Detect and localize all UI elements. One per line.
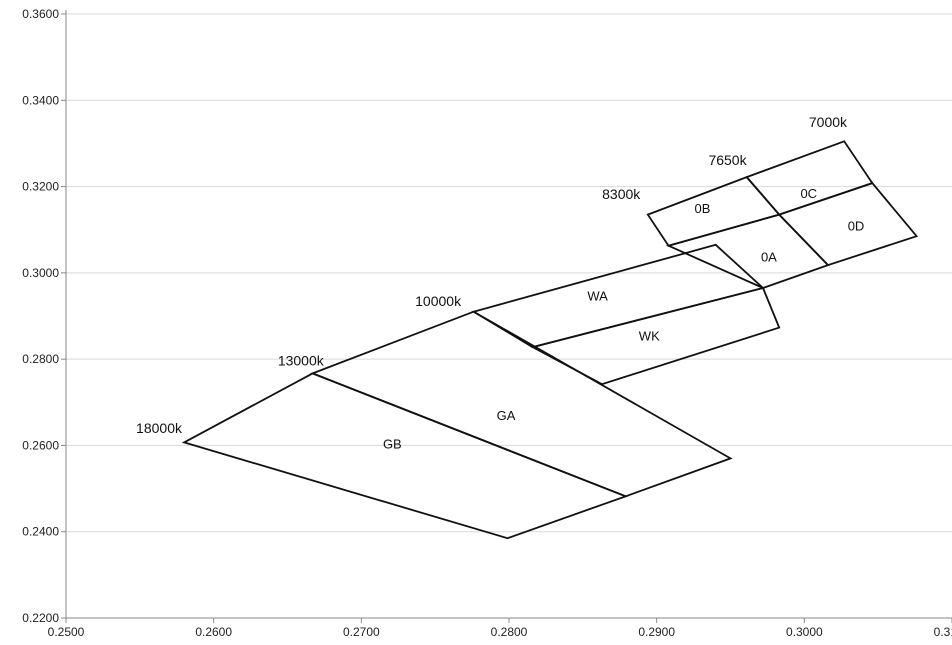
y-tick-label: 0.2800 bbox=[22, 352, 59, 366]
x-tick-label: 0.3000 bbox=[786, 625, 823, 639]
temperature-label: 10000k bbox=[415, 293, 462, 309]
y-tick-label: 0.2400 bbox=[22, 525, 59, 539]
tick-labels: 0.2200 0.2400 0.2600 0.2800 0.3000 0.3200 0.34… bbox=[22, 7, 952, 639]
y-tick-label: 0.3000 bbox=[22, 266, 59, 280]
x-tick-label: 0.2700 bbox=[343, 625, 380, 639]
region-label-0b: 0B bbox=[694, 201, 710, 216]
region-0d bbox=[777, 182, 919, 267]
regions bbox=[181, 140, 919, 540]
temperature-label: 7650k bbox=[708, 152, 747, 168]
x-tick-label: 0.2600 bbox=[195, 625, 232, 639]
y-tick-label: 0.3200 bbox=[22, 180, 59, 194]
y-tick-label: 0.2200 bbox=[22, 611, 59, 625]
region-label-0d: 0D bbox=[848, 218, 865, 233]
region-label-gb: GB bbox=[383, 436, 402, 451]
temperature-label: 8300k bbox=[602, 186, 641, 202]
x-tick-label: 0.3100 bbox=[934, 625, 952, 639]
temperature-label: 13000k bbox=[278, 352, 325, 368]
grid-lines bbox=[66, 13, 952, 533]
y-tick-label: 0.3400 bbox=[22, 93, 59, 107]
region-label-wk: WK bbox=[639, 328, 660, 343]
region-0b bbox=[646, 176, 781, 247]
region-label-wa: WA bbox=[587, 288, 608, 303]
x-tick-label: 0.2800 bbox=[491, 625, 528, 639]
region-label-ga: GA bbox=[497, 408, 516, 423]
axes bbox=[61, 10, 952, 623]
data-labels: GB GA WA WK 0B 0A 0C 0D 18000k 13000k 10000k 8300k 7… bbox=[136, 114, 864, 451]
region-label-0a: 0A bbox=[761, 249, 777, 264]
temperature-label: 7000k bbox=[809, 114, 848, 130]
region-wa bbox=[471, 243, 765, 349]
x-tick-label: 0.2500 bbox=[48, 625, 85, 639]
y-tick-label: 0.3600 bbox=[22, 7, 59, 21]
region-wk bbox=[530, 286, 781, 386]
temperature-label: 18000k bbox=[136, 420, 183, 436]
y-tick-label: 0.2600 bbox=[22, 438, 59, 452]
x-tick-label: 0.2900 bbox=[638, 625, 675, 639]
region-ga bbox=[310, 310, 733, 498]
region-label-0c: 0C bbox=[800, 186, 817, 201]
region-gb bbox=[181, 372, 629, 540]
